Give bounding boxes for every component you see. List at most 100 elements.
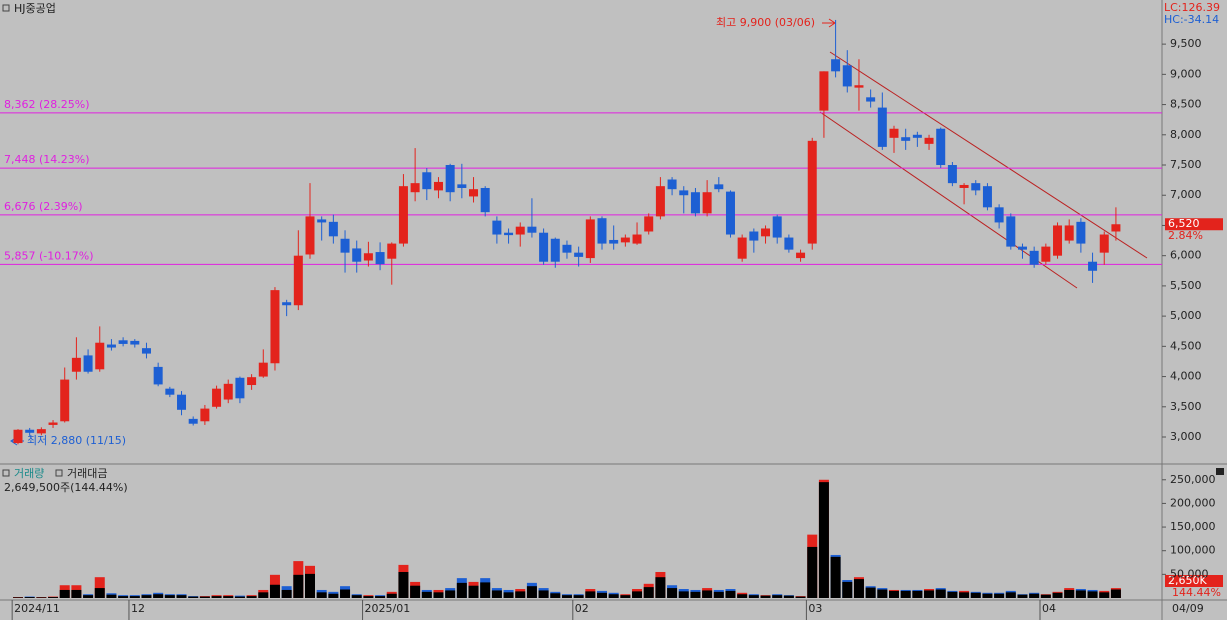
candle-body [679,190,689,196]
volume-bar [491,590,502,598]
level-label: 8,362 (28.25%) [4,98,90,111]
volume-bar [199,596,210,598]
candle-body [130,340,140,345]
y-tick-label: 200,000 [1170,496,1216,509]
volume-bar [597,592,607,598]
volume-bar [982,593,993,598]
volume-bar [106,594,117,598]
volume-bar [702,590,713,598]
x-tick-label: 04 [1042,602,1056,615]
candle-body [877,107,887,147]
volume-bar [129,596,140,598]
candle-body [387,243,397,259]
volume-bar [655,577,666,598]
last-price-label: 6,520 [1168,217,1200,230]
candle-body [1017,246,1027,250]
candle-body [469,189,479,197]
volume-bar [94,588,105,598]
volume-bar [1040,594,1051,598]
legend-value: 거래대금 [67,467,107,480]
candle-body [947,165,957,184]
y-tick-label: 100,000 [1170,544,1216,557]
volume-bar [410,585,421,598]
candle-body [1029,250,1039,265]
candle-body [539,232,549,262]
volume-bar [947,591,958,598]
y-tick-label: 4,000 [1170,370,1202,383]
volume-bar [935,589,946,598]
candle-body [597,218,607,244]
volume-bar [293,574,304,598]
candle-body [83,355,93,372]
candle-body [445,165,455,193]
last-change-label: 2.84% [1168,229,1203,242]
volume-bar [398,571,409,598]
candle-body [457,184,467,188]
last-price-box [1165,218,1223,231]
candle-body [328,221,338,237]
candle-body [305,216,315,255]
candle-body [901,137,911,141]
candle-body [796,252,806,259]
candle-body [550,238,560,262]
volume-bar [585,591,596,598]
volume-bar [351,595,362,598]
pane-icon [2,469,10,477]
volume-bar [340,589,351,598]
candle-body [971,183,981,191]
volume-bar [865,587,876,598]
volume-bar [433,592,444,598]
volume-summary: 2,649,500주(144.44%) [4,481,128,494]
candle-body [1006,216,1016,247]
candle-body [433,181,443,191]
candle-body [982,186,992,208]
volume-bar [795,596,806,598]
volume-bar [59,589,70,598]
candle-body [912,134,922,138]
candle-body [106,344,116,348]
volume-bar [94,577,105,598]
volume-bar [1064,589,1075,598]
candle-body [527,226,537,233]
y-tick-label: 3,500 [1170,400,1202,413]
candle-body [831,59,841,72]
candle-body [141,348,151,354]
volume-bar [1017,594,1028,598]
volume-bar [48,597,59,598]
candle-body [702,192,712,214]
last-volume-change: 144.44% [1172,586,1221,599]
volume-bar [258,592,269,598]
pane-button[interactable] [1216,468,1224,475]
candle-body [609,239,619,244]
candle-body [667,179,677,190]
candle-body [340,238,350,253]
volume-bar [421,591,432,598]
candle-body [749,231,759,241]
volume-bar [118,596,129,598]
volume-bar [480,582,491,598]
volume-bar [468,585,479,598]
last-volume-label: 2,650K [1168,574,1207,587]
candle-body [95,342,105,370]
volume-bar [924,590,935,598]
candle-body [212,388,222,407]
pane-icon [55,469,63,477]
pane-icon [2,4,10,12]
candle-body [1099,234,1109,253]
high-arrow [822,18,836,28]
y-tick-label: 150,000 [1170,520,1216,533]
candle-body [13,429,23,444]
y-tick-label: 9,000 [1170,67,1202,80]
candle-body [1041,246,1051,262]
level-label: 6,676 (2.39%) [4,200,83,213]
volume-bar [141,595,152,598]
volume-bar [246,596,257,598]
candle-body [1111,224,1121,232]
y-tick-label: 8,000 [1170,128,1202,141]
candle-body [784,237,794,250]
candle-body [258,362,268,377]
volume-bar [1005,592,1016,598]
candle-body [632,234,642,244]
candle-body [655,186,665,217]
